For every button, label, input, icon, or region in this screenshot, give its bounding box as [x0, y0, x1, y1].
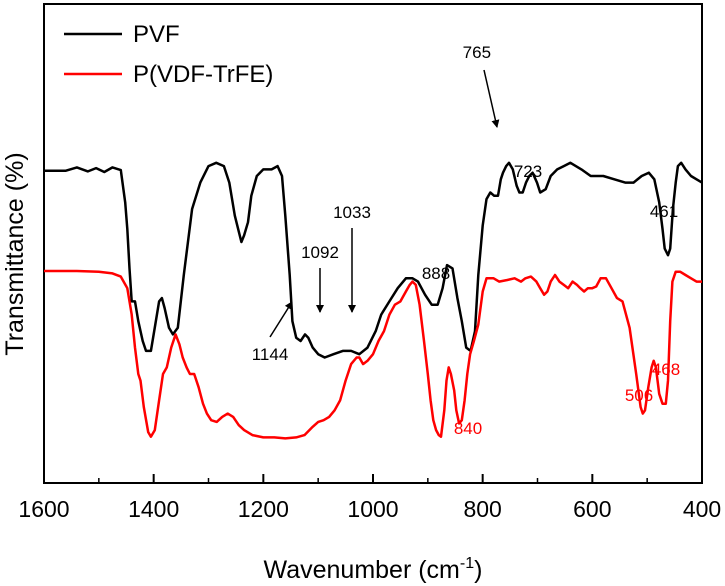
- annotation-label-461: 461: [650, 202, 678, 221]
- annotation-arrow-765: [483, 69, 500, 128]
- annotation-label-765: 765: [463, 43, 491, 62]
- annotation-label-1033: 1033: [333, 203, 371, 222]
- annotation-label-1092: 1092: [301, 243, 339, 262]
- annotation-layer: 765 723 461 1033 1092 1144 888 840 506 468: [252, 43, 680, 438]
- x-tick-label-1000: 1000: [347, 496, 398, 522]
- annotation-label-840: 840: [454, 419, 482, 438]
- x-tick-label-1200: 1200: [238, 496, 289, 522]
- series-layer: [44, 161, 703, 440]
- series-line-pvf: [44, 161, 703, 359]
- series-line-pvdf-trfe: [44, 269, 702, 440]
- x-tick-label-600: 600: [573, 496, 611, 522]
- x-axis-title-tail: ): [474, 556, 482, 584]
- x-axis-title-main: Wavenumber (cm: [264, 556, 460, 584]
- x-axis-title: Wavenumber (cm-1): [264, 555, 483, 584]
- x-axis-ticks: 1600 1400 1200 1000 800 600 400: [18, 474, 721, 522]
- y-axis-title: Transmittance (%): [1, 152, 29, 355]
- annotation-label-1144: 1144: [252, 345, 289, 364]
- legend-label-pvf: PVF: [133, 21, 180, 48]
- annotation-label-888: 888: [422, 264, 450, 283]
- annotation-label-506: 506: [625, 386, 653, 405]
- x-tick-label-800: 800: [463, 496, 501, 522]
- legend-label-pvdf-trfe: P(VDF-TrFE): [133, 61, 273, 88]
- annotation-label-468: 468: [652, 360, 680, 379]
- annotation-label-723: 723: [514, 162, 542, 181]
- annotation-arrow-1144: [269, 301, 293, 338]
- x-tick-label-400: 400: [683, 496, 721, 522]
- x-tick-label-1400: 1400: [128, 496, 179, 522]
- x-axis-title-superscript: -1: [460, 555, 474, 572]
- x-tick-label-1600: 1600: [18, 496, 69, 522]
